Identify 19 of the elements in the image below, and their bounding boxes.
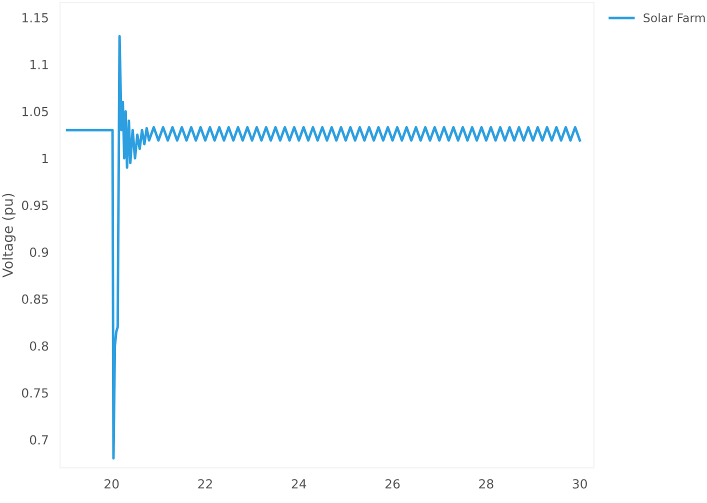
x-tick-label: 20 <box>104 479 119 489</box>
y-tick-label: 0.7 <box>30 435 48 445</box>
x-tick-label: 28 <box>479 479 494 489</box>
y-tick-label: 1 <box>42 154 48 163</box>
y-tick-label: 1.15 <box>22 13 48 22</box>
x-tick-label: 24 <box>292 479 306 488</box>
x-tick-label: 30 <box>572 479 587 489</box>
x-tick-label: 22 <box>198 479 212 488</box>
y-tick-label: 0.8 <box>30 341 48 351</box>
line-series <box>66 35 582 460</box>
legend-label: Solar Farm <box>644 13 705 22</box>
x-tick-label: 26 <box>386 479 400 489</box>
y-tick-label: 1.05 <box>22 106 48 116</box>
y-axis-title: Voltage (pu) <box>2 194 16 278</box>
y-tick-label: 0.95 <box>22 200 48 210</box>
y-tick-label: 0.9 <box>30 248 48 257</box>
y-tick-label: 1.1 <box>30 60 48 70</box>
y-tick-label: 0.85 <box>22 294 48 304</box>
y-tick-label: 0.75 <box>22 388 48 398</box>
